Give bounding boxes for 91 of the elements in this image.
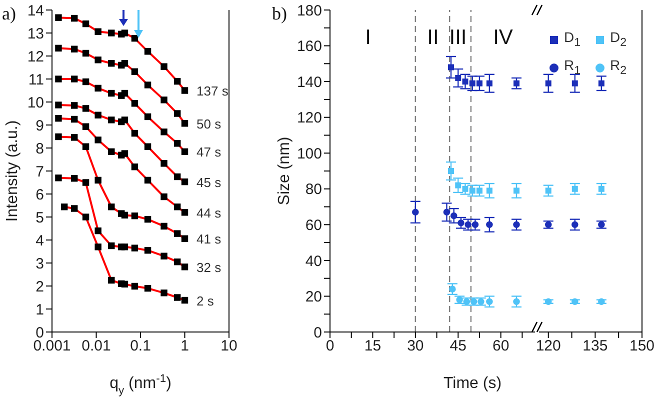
- point: [513, 221, 520, 228]
- y-tick-label: 120: [296, 110, 322, 127]
- series-label: 32 s: [196, 260, 222, 275]
- y-tick-label: 4: [36, 232, 44, 250]
- point: [455, 182, 462, 188]
- y-tick-label: 14: [27, 2, 44, 20]
- y-tick-label: 180: [296, 2, 322, 20]
- y-tick-label: 60: [305, 216, 322, 234]
- y-tick-label: 5: [36, 209, 44, 226]
- point: [545, 188, 552, 194]
- point: [513, 298, 520, 305]
- y-tick-label: 11: [28, 71, 44, 88]
- point: [412, 208, 419, 216]
- point: [544, 298, 552, 305]
- series-label: 2 s: [196, 293, 214, 308]
- y-tick-label: 140: [296, 74, 322, 91]
- series-label: 45 s: [196, 174, 222, 190]
- y-tick-label: 9: [36, 117, 44, 134]
- legend-label: D$_{2}$: [610, 28, 627, 51]
- point: [476, 188, 482, 194]
- series-label: 137 s: [196, 84, 229, 98]
- point: [486, 80, 492, 86]
- x-axis-title: q$_{y}$ (nm$^{-1}$): [110, 373, 172, 397]
- point: [469, 188, 476, 194]
- y-axis-title: Size (nm): [276, 136, 293, 206]
- annotation: II: [427, 26, 439, 50]
- legend-label: D$_{1}$: [564, 28, 581, 51]
- y-axis-title: Intensity (a.u.): [4, 120, 21, 222]
- point: [572, 186, 578, 192]
- x-tick-label: 0.01: [82, 338, 111, 355]
- point: [462, 186, 468, 192]
- point: [462, 78, 468, 85]
- y-tick-label: 6: [36, 186, 44, 204]
- point: [448, 168, 454, 174]
- point: [448, 64, 454, 70]
- point: [598, 221, 605, 228]
- text: b): [272, 4, 287, 24]
- y-tick-label: 0: [314, 324, 322, 342]
- y-tick-label: 160: [296, 38, 322, 56]
- x-tick-label: 60: [492, 338, 510, 355]
- x-axis-title: Time (s): [443, 375, 502, 392]
- y-tick-label: 100: [296, 145, 322, 162]
- y-tick-label: 20: [305, 288, 322, 306]
- x-tick-label: 30: [407, 338, 424, 355]
- x-tick-label: 135: [582, 338, 608, 355]
- x-tick-label: 0: [326, 338, 334, 355]
- x-tick-label: 0.1: [130, 338, 151, 355]
- legend-label: R$_{1}$: [564, 56, 581, 79]
- point: [469, 80, 476, 86]
- point: [513, 80, 520, 86]
- y-tick-label: 1: [36, 301, 44, 318]
- y-tick-label: 2: [36, 278, 44, 296]
- point: [598, 298, 605, 305]
- y-tick-label: 3: [36, 255, 44, 272]
- y-tick-label: 80: [305, 181, 322, 198]
- point: [486, 221, 493, 228]
- x-tick-label: 120: [536, 338, 561, 355]
- x-tick-label: 10: [220, 338, 238, 355]
- point: [572, 221, 578, 228]
- text: a): [2, 4, 16, 24]
- annotation: IV: [493, 26, 513, 50]
- point: [572, 80, 578, 86]
- point: [545, 80, 552, 86]
- point: [598, 80, 604, 86]
- series-label: 41 s: [196, 232, 222, 247]
- point: [513, 188, 520, 194]
- legend-label: R$_{2}$: [610, 56, 627, 79]
- x-tick-label: 15: [364, 338, 382, 355]
- y-tick-label: 10: [27, 94, 44, 112]
- point: [443, 208, 450, 216]
- series-label: 47 s: [196, 144, 222, 160]
- annotation: I: [365, 26, 371, 50]
- x-tick-label: 45: [450, 338, 466, 355]
- y-tick-label: 7: [36, 163, 44, 180]
- series-label: 50 s: [196, 116, 222, 132]
- point: [598, 186, 604, 192]
- point: [455, 74, 462, 81]
- y-tick-label: 12: [27, 48, 44, 66]
- x-tick-label: 1: [180, 338, 189, 355]
- point: [544, 221, 552, 228]
- point: [572, 298, 578, 305]
- series-label: 44 s: [196, 205, 222, 220]
- y-tick-label: 8: [36, 140, 44, 158]
- point: [486, 298, 493, 305]
- point: [476, 80, 482, 86]
- point: [450, 212, 458, 220]
- point: [486, 188, 492, 194]
- y-tick-label: 13: [27, 25, 44, 42]
- annotation: III: [449, 26, 467, 50]
- y-tick-label: 40: [305, 252, 322, 270]
- x-tick-label: 150: [629, 338, 655, 355]
